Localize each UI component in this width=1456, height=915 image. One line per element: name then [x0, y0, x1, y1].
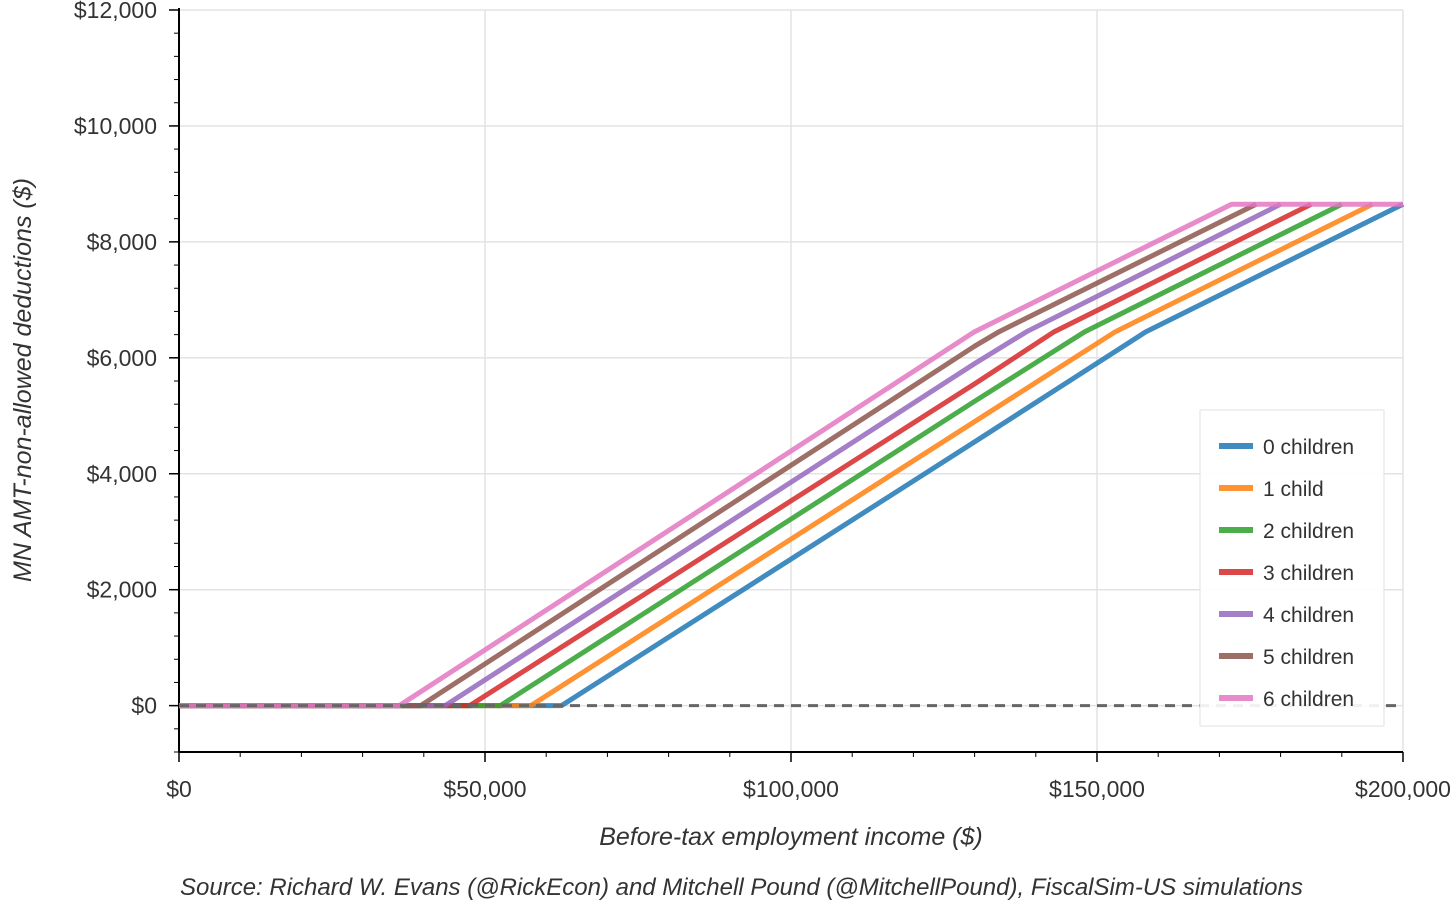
- series-lines: [179, 201, 1405, 709]
- legend-label: 3 children: [1263, 562, 1354, 585]
- legend-label: 0 children: [1263, 436, 1354, 459]
- series-line-6: [179, 201, 1403, 709]
- series-line-5: [179, 201, 1258, 709]
- x-tick-label: $0: [166, 776, 192, 802]
- legend: 0 children 1 child 2 children 3 children 4 c…: [1199, 409, 1385, 727]
- y-tick-label: $12,000: [74, 0, 157, 23]
- y-tick-label: $10,000: [74, 113, 157, 139]
- series-line-4: [179, 201, 1282, 709]
- series-line-3: [179, 201, 1313, 709]
- x-tick-label: $200,000: [1355, 776, 1451, 802]
- y-tick-label: $8,000: [87, 229, 157, 255]
- axes: $0 $50,000 $100,000 $150,000 $200,000 $0 $2,00…: [74, 0, 1451, 802]
- y-tick-label: $6,000: [87, 345, 157, 371]
- source-note: Source: Richard W. Evans (@RickEcon) and…: [180, 874, 1303, 901]
- legend-label: 1 child: [1263, 478, 1324, 501]
- y-tick-label: $2,000: [87, 577, 157, 603]
- y-tick-label: $4,000: [87, 461, 157, 487]
- series-line-2: [179, 201, 1343, 709]
- legend-label: 4 children: [1263, 604, 1354, 627]
- legend-label: 5 children: [1263, 646, 1354, 669]
- legend-label: 2 children: [1263, 520, 1354, 543]
- x-tick-label: $50,000: [443, 776, 526, 802]
- x-axis-title: Before-tax employment income ($): [599, 823, 982, 851]
- legend-label: 6 children: [1263, 688, 1354, 711]
- legend-box: [1199, 409, 1385, 727]
- x-tick-label: $100,000: [743, 776, 839, 802]
- y-tick-label: $0: [131, 693, 157, 719]
- y-axis-title: MN AMT-non-allowed deductions ($): [9, 178, 37, 582]
- x-tick-label: $150,000: [1049, 776, 1145, 802]
